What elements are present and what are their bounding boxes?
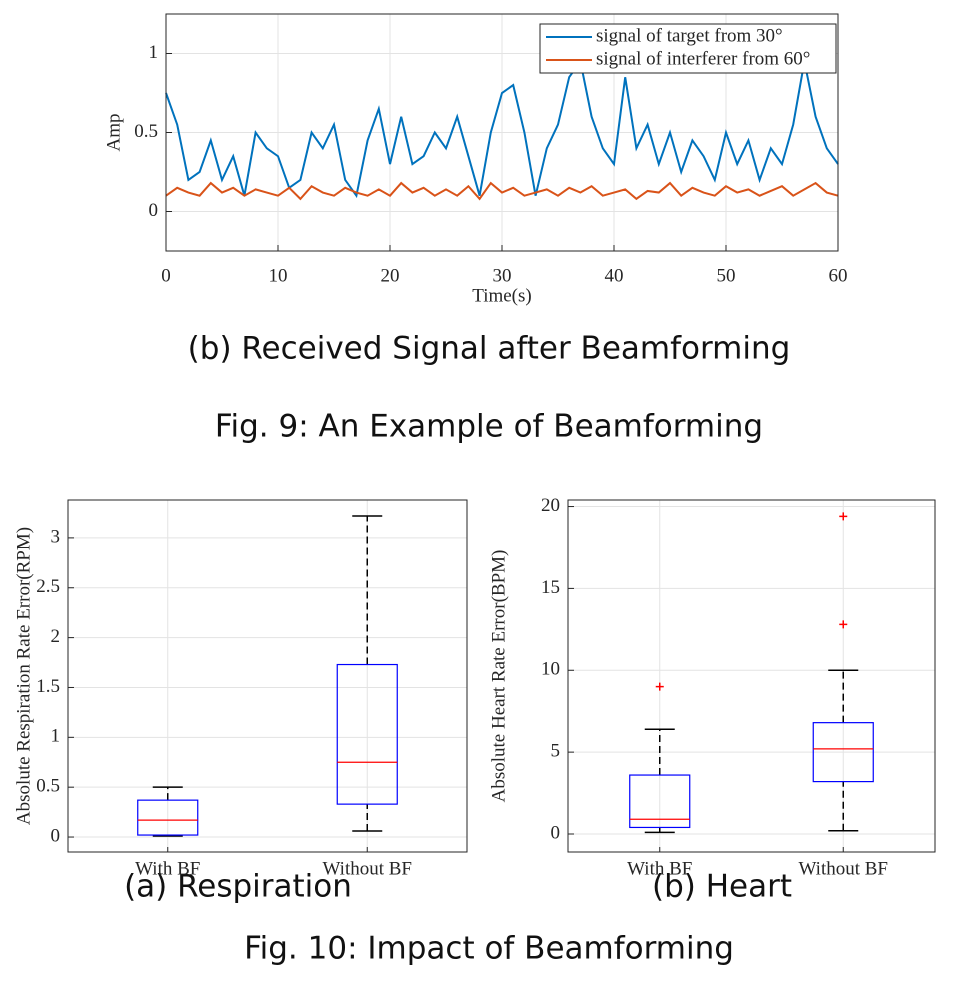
caption: (b) Received Signal after Beamforming <box>188 331 791 367</box>
box <box>812 722 874 783</box>
legend-label: signal of target from 30° <box>596 25 783 46</box>
box <box>137 799 199 836</box>
y-axis-label: Amp <box>103 114 124 152</box>
plot-frame <box>567 499 936 853</box>
x-tick-label: With BF <box>627 858 692 879</box>
plot-frame <box>67 499 468 853</box>
x-tick-label: 40 <box>605 265 624 286</box>
caption: (b) Heart <box>652 869 792 905</box>
legend-label: signal of interferer from 60° <box>596 48 810 69</box>
y-tick-label: 0.5 <box>36 776 60 797</box>
y-tick-label: 0.5 <box>134 121 158 142</box>
x-tick-label: 50 <box>717 265 736 286</box>
caption: Fig. 10: Impact of Beamforming <box>244 931 734 967</box>
y-tick-label: 3 <box>51 526 61 547</box>
legend-box <box>539 23 837 74</box>
y-tick-label: 20 <box>541 495 560 516</box>
x-tick-label: 30 <box>493 265 512 286</box>
y-tick-label: 2 <box>51 626 61 647</box>
data-line <box>165 181 839 201</box>
x-tick-label: 60 <box>829 265 848 286</box>
caption: Fig. 9: An Example of Beamforming <box>215 409 763 445</box>
y-tick-label: 0 <box>149 200 159 221</box>
outlier <box>839 512 848 521</box>
x-tick-label: 10 <box>269 265 288 286</box>
y-tick-label: 1 <box>51 726 61 747</box>
outlier <box>655 682 664 691</box>
y-tick-label: 2.5 <box>36 576 60 597</box>
outlier <box>839 620 848 629</box>
x-axis-label: Time(s) <box>472 285 531 306</box>
caption: (a) Respiration <box>124 869 352 905</box>
y-tick-label: 0 <box>551 822 561 843</box>
plot-frame <box>165 13 839 252</box>
data-line <box>165 58 839 199</box>
y-axis-label: Absolute Heart Rate Error(BPM) <box>488 550 509 803</box>
x-tick-label: With BF <box>135 858 200 879</box>
x-tick-label: Without BF <box>799 858 889 879</box>
y-axis-label: Absolute Respiration Rate Error(RPM) <box>13 527 34 825</box>
y-tick-label: 5 <box>551 740 561 761</box>
y-tick-label: 0 <box>51 825 61 846</box>
box <box>629 774 691 829</box>
y-tick-label: 10 <box>541 659 560 680</box>
y-tick-label: 1 <box>149 42 159 63</box>
x-tick-label: 20 <box>381 265 400 286</box>
x-tick-label: Without BF <box>323 858 413 879</box>
x-tick-label: 0 <box>161 265 171 286</box>
box <box>336 663 398 805</box>
y-tick-label: 15 <box>541 577 560 598</box>
y-tick-label: 1.5 <box>36 676 60 697</box>
